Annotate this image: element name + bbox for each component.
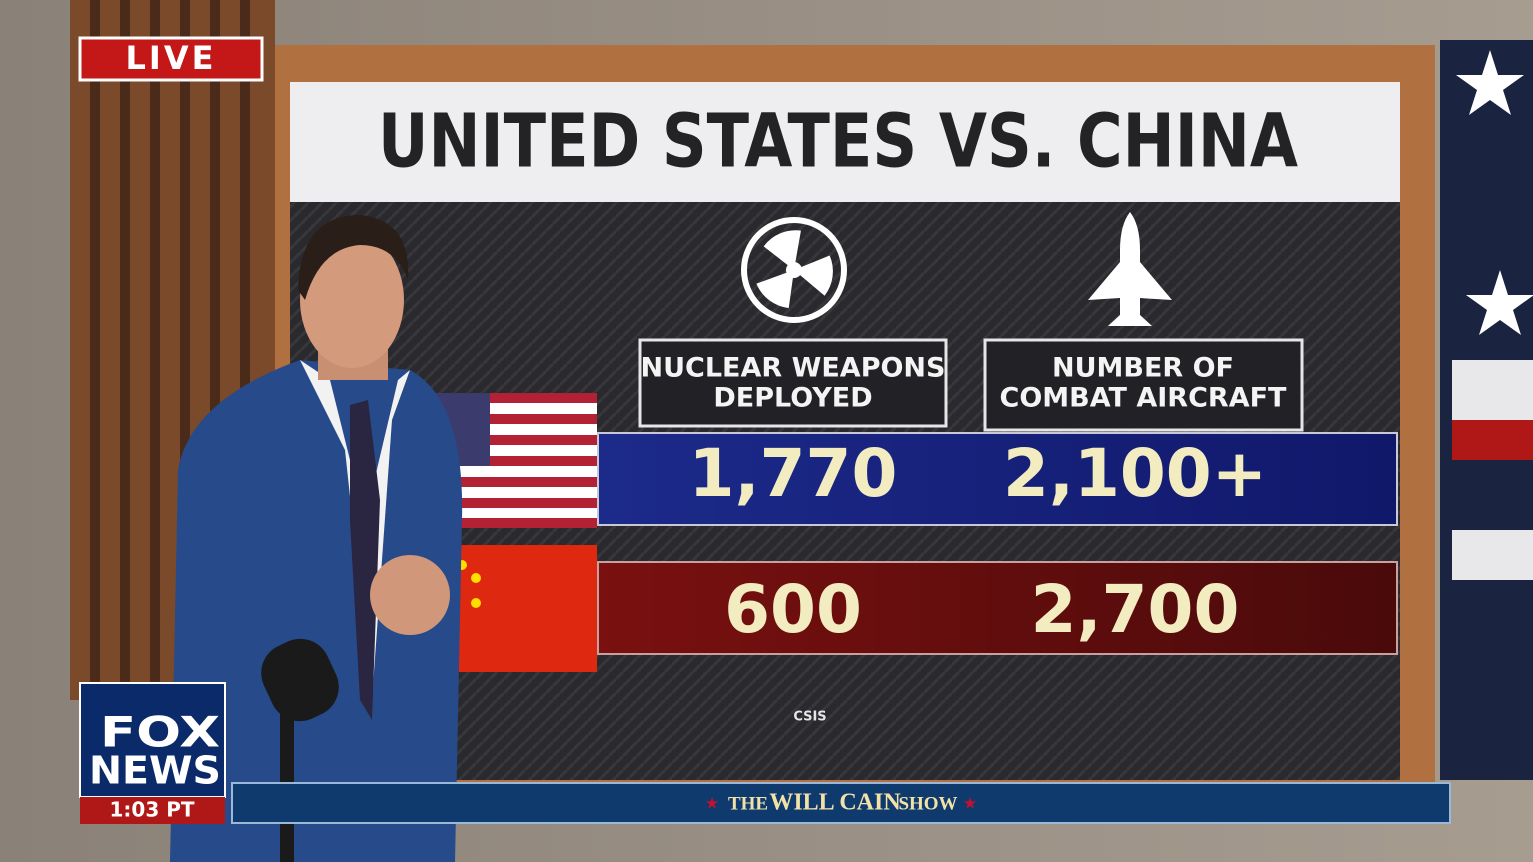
- table-cell: 1,770: [689, 435, 898, 512]
- china-row: [597, 561, 1398, 655]
- column-header-box: [638, 338, 948, 428]
- table-cell: 2,700: [1031, 571, 1240, 648]
- us-row: [597, 432, 1398, 526]
- show-prefix: THE: [728, 793, 768, 814]
- column-header-box: [983, 338, 1304, 432]
- banner-star: ★: [705, 794, 719, 813]
- radiation-icon: [741, 217, 847, 323]
- column-header: NUCLEAR WEAPONS: [641, 353, 946, 384]
- column-header: DEPLOYED: [713, 383, 872, 414]
- live-badge: [78, 36, 264, 82]
- side-stripe: [1452, 420, 1533, 460]
- title-band: [290, 82, 1400, 202]
- show-host: WILL CAIN: [769, 790, 901, 816]
- banner-star: ★: [963, 794, 977, 813]
- column-header: COMBAT AIRCRAFT: [1000, 383, 1288, 414]
- logo-word: FOX: [100, 708, 220, 757]
- side-stripe: [1452, 530, 1533, 580]
- side-stars: [1456, 50, 1533, 335]
- time-box: [80, 797, 225, 824]
- graphic-title: UNITED STATES VS. CHINA: [378, 99, 1298, 185]
- aircraft-icon: [1088, 212, 1172, 326]
- live-label: LIVE: [126, 39, 217, 77]
- table-cell: 2,100+: [1003, 435, 1267, 512]
- show-suffix: SHOW: [898, 793, 957, 814]
- table-cell: 600: [724, 571, 862, 648]
- presenter: [170, 215, 463, 862]
- time-label: 1:03 PT: [109, 798, 194, 822]
- network-logo-box: [79, 682, 226, 798]
- show-banner: [231, 782, 1451, 824]
- column-header: NUMBER OF: [1052, 353, 1234, 384]
- side-stripe: [1452, 360, 1533, 420]
- logo-word: NEWS: [89, 749, 221, 793]
- source-label: CSIS: [793, 710, 826, 725]
